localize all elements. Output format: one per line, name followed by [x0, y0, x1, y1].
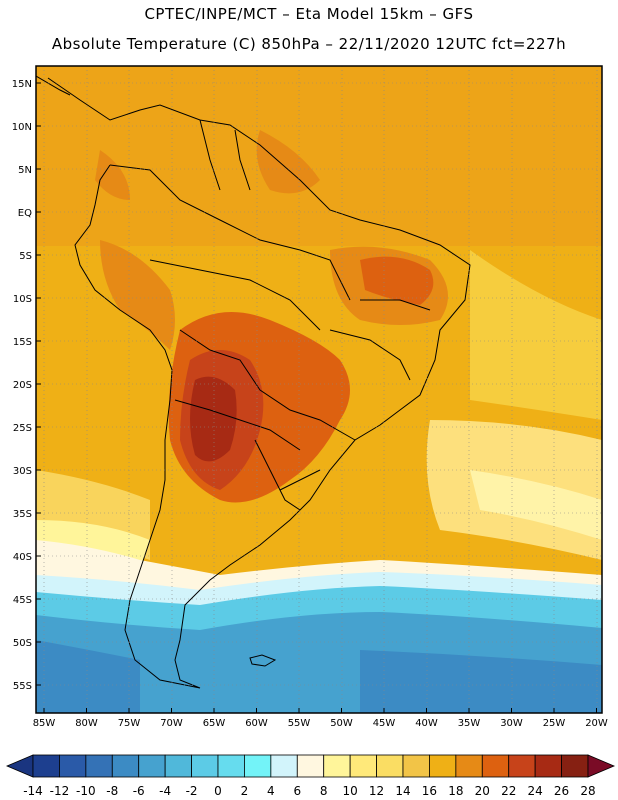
colorbar-swatch [164, 754, 192, 778]
colorbar-label: 26 [554, 784, 569, 798]
lat-label: 15S [13, 337, 32, 348]
colorbar-swatch [349, 754, 377, 778]
colorbar-label: 20 [475, 784, 490, 798]
colorbar-label: 12 [369, 784, 384, 798]
map-title: CPTEC/INPE/MCT – Eta Model 15km – GFS [144, 5, 474, 23]
lon-label: 70W [160, 718, 183, 729]
colorbar-label: -6 [133, 784, 145, 798]
lat-label: 25S [13, 423, 32, 434]
lat-label: 10S [13, 294, 32, 305]
colorbar-label: -14 [23, 784, 43, 798]
map-subtitle: Absolute Temperature (C) 850hPa – 22/11/… [51, 35, 567, 53]
colorbar-label: 22 [501, 784, 516, 798]
colorbar-swatch [59, 754, 87, 778]
lat-label: 20S [13, 380, 32, 391]
colorbar-swatch [481, 754, 510, 778]
lat-label: 5S [19, 251, 32, 262]
latitude-labels: 15N 10N 5N EQ 5S 10S 15S 20S 25S 30S 35S 40S 45S 50S 5… [12, 79, 41, 692]
colorbar-swatch [270, 754, 298, 778]
lat-label: 35S [13, 509, 32, 520]
colorbar-label: 24 [528, 784, 543, 798]
map-border [35, 65, 603, 714]
colorbar-swatch [32, 754, 60, 778]
colorbar-swatch [323, 754, 351, 778]
coastlines [36, 75, 471, 689]
colorbar-swatch [534, 754, 562, 778]
colorbar-label: 28 [580, 784, 595, 798]
colorbar-labels: -14 -12 -10 -8 -6 -4 -2 0 2 4 6 8 10 12 14 16 18 20 22 24 26… [23, 784, 595, 798]
lat-label: 5N [18, 165, 32, 176]
lon-label: 50W [330, 718, 353, 729]
colorbar-label: -8 [106, 784, 118, 798]
colorbar-over-arrow [587, 754, 616, 778]
lat-label: 40S [13, 552, 32, 563]
lon-label: 30W [500, 718, 523, 729]
colorbar-label: -12 [50, 784, 70, 798]
colorbar-label: 8 [320, 784, 328, 798]
lon-label: 60W [245, 718, 268, 729]
colorbar-label: 0 [214, 784, 222, 798]
lon-label: 20W [585, 718, 608, 729]
longitude-labels: 85W 80W 75W 70W 65W 60W 55W 50W 45W 40W 35W 30W 25W 2… [33, 708, 608, 729]
lon-label: 55W [288, 718, 311, 729]
lon-label: 80W [75, 718, 98, 729]
colorbar-label: 4 [267, 784, 275, 798]
colorbar-swatch [85, 754, 113, 778]
colorbar-label: 2 [241, 784, 249, 798]
colorbar-label: -2 [186, 784, 198, 798]
colorbar-label: 14 [395, 784, 410, 798]
lon-label: 65W [203, 718, 226, 729]
lat-label: 10N [12, 122, 32, 133]
colorbar-under-arrow [5, 754, 34, 778]
lat-label: EQ [18, 208, 32, 219]
lon-label: 35W [458, 718, 481, 729]
colorbar-label: 6 [293, 784, 301, 798]
lon-label: 40W [415, 718, 438, 729]
lat-label: 50S [13, 638, 32, 649]
lon-label: 75W [118, 718, 141, 729]
colorbar [5, 754, 616, 778]
lat-label: 30S [13, 466, 32, 477]
lat-label: 45S [13, 595, 32, 606]
lon-label: 25W [543, 718, 566, 729]
colorbar-label: -4 [159, 784, 171, 798]
colorbar-swatch [244, 754, 272, 778]
lon-label: 85W [33, 718, 56, 729]
colorbar-label: -10 [76, 784, 96, 798]
colorbar-swatch [191, 754, 219, 778]
colorbar-swatch [296, 754, 325, 778]
colorbar-label: 16 [422, 784, 437, 798]
colorbar-label: 18 [448, 784, 463, 798]
colorbar-swatch [402, 754, 430, 778]
colorbar-swatch [217, 754, 245, 778]
lat-label: 15N [12, 79, 32, 90]
colorbar-swatch [508, 754, 536, 778]
temperature-field [36, 66, 602, 713]
colorbar-swatch [561, 754, 589, 778]
lon-label: 45W [373, 718, 396, 729]
colorbar-label: 10 [343, 784, 358, 798]
colorbar-swatch [429, 754, 457, 778]
colorbar-swatch [111, 754, 140, 778]
lat-label: 55S [13, 681, 32, 692]
colorbar-swatch [376, 754, 404, 778]
colorbar-swatch [455, 754, 483, 778]
colorbar-swatch [138, 754, 166, 778]
